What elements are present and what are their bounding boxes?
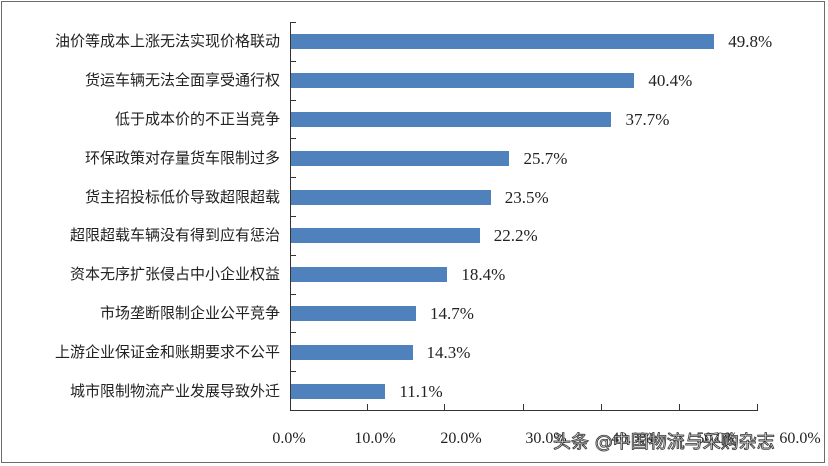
category-label: 城市限制物流产业发展导致外迁 bbox=[69, 381, 280, 400]
category-label: 低于成本价的不正当竞争 bbox=[114, 110, 280, 128]
value-label: 37.7% bbox=[625, 110, 670, 129]
x-tick-label: 10.0% bbox=[354, 430, 396, 447]
value-label: 18.4% bbox=[461, 265, 506, 285]
x-tick-label: 0.0% bbox=[272, 430, 306, 447]
x-tick bbox=[444, 404, 445, 410]
y-axis bbox=[290, 22, 291, 411]
y-tick bbox=[290, 99, 296, 101]
x-axis bbox=[290, 410, 758, 411]
bar bbox=[291, 34, 715, 50]
category-label: 资本无序扩张侵占中小企业权益 bbox=[69, 265, 280, 284]
y-tick bbox=[290, 138, 296, 140]
y-tick bbox=[290, 293, 296, 295]
bar bbox=[291, 383, 386, 399]
y-tick bbox=[290, 332, 296, 334]
bar bbox=[291, 267, 448, 283]
x-tick-label: 20.0% bbox=[440, 430, 482, 447]
x-tick bbox=[523, 404, 524, 410]
x-tick-label: 50.0% bbox=[696, 430, 738, 447]
y-tick bbox=[290, 216, 296, 217]
value-label: 14.3% bbox=[426, 342, 471, 362]
y-tick bbox=[290, 22, 296, 23]
value-label: 23.5% bbox=[504, 187, 549, 207]
y-tick bbox=[290, 371, 296, 373]
x-tick bbox=[679, 404, 680, 410]
bar bbox=[291, 112, 612, 127]
value-label: 22.2% bbox=[493, 226, 538, 246]
category-label: 超限超载车辆没有得到应有惩治 bbox=[69, 226, 280, 245]
category-label: 货主招投标低价导致超限超载 bbox=[84, 187, 280, 206]
watermark: 头条 @中国物流与采购杂志 bbox=[553, 432, 776, 454]
y-tick bbox=[290, 177, 296, 179]
x-tick-label: 60.0% bbox=[779, 430, 821, 447]
category-label: 环保政策对存量货车限制过多 bbox=[84, 148, 280, 167]
category-label: 上游企业保证金和账期要求不公平 bbox=[54, 342, 280, 361]
category-label: 货运车辆无法全面享受通行权 bbox=[84, 71, 280, 90]
x-tick-label: 30.0% bbox=[525, 430, 567, 447]
x-tick bbox=[601, 404, 602, 410]
bar bbox=[291, 344, 413, 360]
value-label: 40.4% bbox=[648, 71, 693, 91]
y-tick bbox=[290, 254, 296, 256]
value-label: 49.8% bbox=[728, 32, 773, 52]
value-label: 11.1% bbox=[399, 381, 443, 401]
bar bbox=[291, 189, 491, 205]
value-label: 25.7% bbox=[523, 148, 568, 168]
bar bbox=[291, 306, 416, 321]
value-label: 14.7% bbox=[429, 304, 474, 323]
category-label: 市场垄断限制企业公平竞争 bbox=[99, 304, 280, 322]
y-tick bbox=[290, 60, 296, 62]
x-tick bbox=[757, 404, 758, 410]
x-tick-label: 40.0% bbox=[611, 430, 653, 447]
bar bbox=[291, 228, 480, 244]
bar bbox=[291, 150, 510, 166]
bar bbox=[291, 73, 635, 89]
x-tick bbox=[367, 404, 368, 410]
category-label: 油价等成本上涨无法实现价格联动 bbox=[54, 32, 280, 51]
